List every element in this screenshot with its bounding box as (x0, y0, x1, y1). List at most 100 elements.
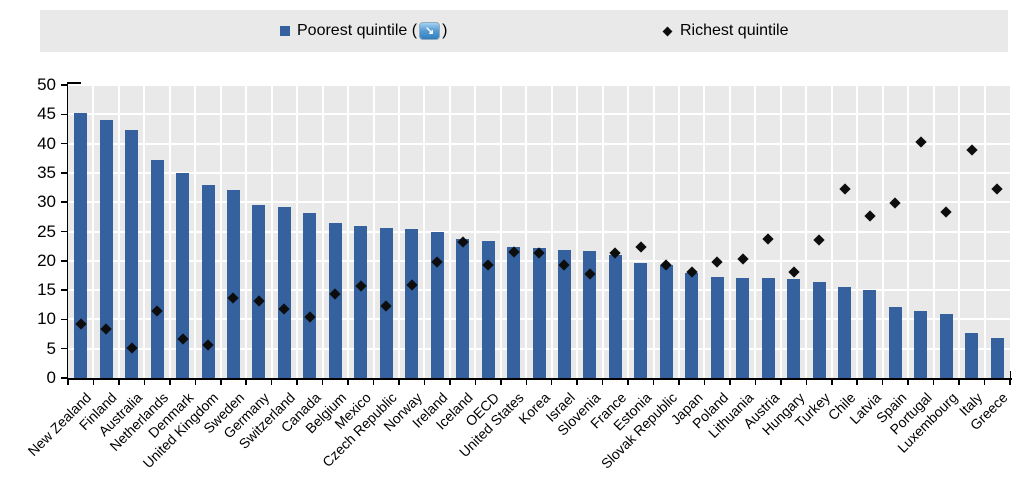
legend-label-poorest-prefix: Poorest quintile ( (297, 22, 418, 39)
x-tick (398, 378, 400, 385)
v-gridline (296, 84, 299, 378)
x-tick (500, 378, 502, 385)
v-gridline (728, 84, 731, 378)
v-gridline (958, 84, 961, 378)
h-gridline (68, 171, 1010, 174)
y-tick-label: 0 (46, 368, 56, 387)
v-gridline (550, 84, 553, 378)
x-tick (118, 378, 120, 385)
x-tick (169, 378, 171, 385)
x-axis (66, 378, 1012, 380)
y-axis-top-cap (66, 82, 81, 84)
bar-latvia (863, 290, 877, 378)
bar-austria (761, 278, 775, 378)
statlink-sort-icon[interactable]: ↘ (419, 22, 441, 40)
bar-estonia (634, 262, 648, 378)
bar-mexico (354, 226, 368, 378)
y-tick-label: 45 (37, 104, 56, 124)
y-tick-label: 30 (37, 192, 56, 212)
v-gridline (652, 84, 655, 378)
v-gridline (881, 84, 884, 378)
x-tick (449, 378, 451, 385)
bar-israel (557, 249, 571, 378)
legend: Poorest quintile ( ↘ ) Richest quintile (40, 10, 1008, 52)
v-gridline (703, 84, 706, 378)
x-tick (321, 378, 324, 385)
x-tick (67, 378, 69, 385)
v-gridline (194, 84, 197, 378)
x-tick (220, 378, 222, 385)
y-tick (61, 260, 67, 262)
v-gridline (372, 84, 375, 378)
x-tick (576, 378, 578, 385)
x-tick (983, 378, 986, 385)
x-tick (627, 378, 629, 385)
x-tick (270, 378, 273, 385)
bar-united-kingdom (201, 185, 215, 378)
bar-japan (685, 273, 699, 378)
bar-lithuania (736, 277, 750, 378)
x-tick (703, 378, 706, 385)
x-tick (881, 378, 884, 385)
bar-poland (710, 277, 724, 378)
bar-australia (125, 130, 139, 378)
legend-item-richest-quintile: Richest quintile (662, 10, 789, 52)
h-gridline (68, 201, 1010, 204)
v-gridline (219, 84, 222, 378)
bar-turkey (812, 281, 826, 378)
v-gridline (143, 84, 146, 378)
v-gridline (754, 84, 757, 378)
legend-item-poorest-quintile: Poorest quintile ( ↘ ) (280, 10, 447, 52)
v-gridline (499, 84, 502, 378)
h-gridline (68, 230, 1010, 233)
y-tick (61, 201, 67, 203)
y-tick-label: 15 (37, 280, 56, 300)
bar-denmark (176, 172, 190, 378)
v-gridline (907, 84, 910, 378)
v-gridline (321, 84, 324, 378)
v-gridline (448, 84, 451, 378)
v-gridline (168, 84, 171, 378)
y-tick-label: 10 (37, 309, 56, 329)
v-gridline (270, 84, 273, 378)
x-tick (780, 378, 782, 385)
x-tick (652, 378, 655, 385)
x-axis-right-cap (1009, 371, 1011, 379)
x-tick (245, 378, 247, 385)
x-tick (525, 378, 528, 385)
h-gridline (68, 113, 1010, 116)
h-gridline (68, 84, 1010, 86)
bar-belgium (328, 222, 342, 378)
x-tick (1009, 378, 1011, 385)
legend-label-poorest-suffix: ) (442, 22, 448, 39)
x-tick (474, 378, 477, 385)
bar-iceland (456, 239, 470, 378)
arrow-down-right-icon: ↘ (424, 24, 435, 37)
bar-finland (99, 120, 113, 378)
x-tick (729, 378, 731, 385)
v-gridline (525, 84, 528, 378)
v-gridline (397, 84, 400, 378)
bar-luxembourg (939, 313, 953, 378)
bar-switzerland (277, 206, 291, 378)
v-gridline (245, 84, 248, 378)
x-tick (831, 378, 833, 385)
bar-canada (303, 213, 317, 378)
v-gridline (678, 84, 681, 378)
y-axis (66, 82, 68, 380)
y-tick-label: 40 (37, 133, 56, 153)
v-gridline (423, 84, 426, 378)
x-tick (143, 378, 146, 385)
legend-label-richest: Richest quintile (680, 22, 789, 39)
y-tick (61, 318, 67, 321)
v-gridline (856, 84, 859, 378)
bar-italy (965, 332, 979, 378)
bar-slovenia (583, 250, 597, 378)
y-tick-label: 25 (37, 221, 56, 241)
bar-norway (405, 229, 419, 378)
v-gridline (117, 84, 120, 378)
x-tick (932, 378, 935, 385)
y-tick (61, 113, 67, 116)
v-gridline (347, 84, 350, 378)
